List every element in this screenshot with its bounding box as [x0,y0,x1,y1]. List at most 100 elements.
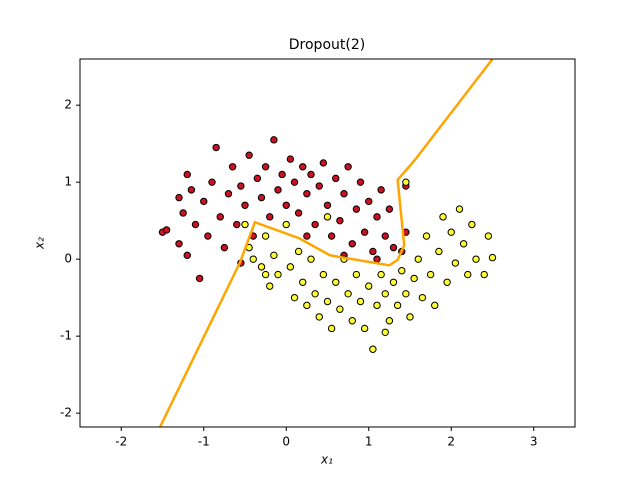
point [208,178,216,186]
point [224,190,233,198]
point [237,182,245,190]
point [253,174,262,183]
point [307,170,315,179]
point [212,143,220,152]
x-tick-label: -2 [115,435,127,449]
x-tick-label: -1 [198,435,210,449]
point [261,232,270,240]
point [410,274,418,283]
point [233,220,241,229]
point [468,220,476,229]
point [340,190,348,198]
point [303,232,311,240]
point [290,178,299,186]
point [365,197,373,206]
point [307,255,315,263]
point [459,240,468,248]
point [385,205,394,213]
point [472,255,480,263]
point [327,232,336,240]
point [162,226,171,234]
point [389,243,398,252]
point [270,251,278,260]
point [377,270,385,279]
point [266,282,274,290]
point [381,328,389,337]
point [286,155,295,163]
chart-title: Dropout(2) [289,37,365,53]
x-tick-label: 2 [447,435,455,449]
point [356,178,365,186]
point [484,232,493,240]
point [286,263,295,271]
point [406,313,414,321]
point [311,290,319,298]
point [377,186,385,194]
point [282,201,290,209]
point [389,278,398,286]
point [299,163,307,171]
point [323,213,332,221]
point [183,170,191,179]
point [360,324,369,333]
point [319,270,328,279]
point [216,213,224,221]
point [418,293,427,302]
point [290,293,299,302]
point [299,278,307,286]
point [319,159,328,167]
point [266,213,274,221]
point [373,255,381,263]
point [344,163,352,171]
point [187,186,196,194]
point [311,220,319,229]
point [381,290,389,298]
point [315,313,323,321]
point [282,220,290,229]
point [365,282,373,290]
point [488,253,497,262]
point [332,174,340,183]
point [464,270,472,279]
point [332,278,340,286]
plot-frame [79,58,576,428]
point [360,228,369,236]
point [303,190,311,198]
x-axis-label: x₁ [320,453,333,467]
point [200,197,208,206]
point [183,251,191,260]
point [352,270,361,279]
point [241,220,249,229]
x-tick-label: 1 [365,435,373,449]
point [348,240,356,248]
point [431,301,439,310]
point [369,345,377,353]
point [336,216,344,225]
point [245,151,253,159]
y-tick-label: -1 [60,329,72,343]
point [274,270,282,279]
point [228,163,237,171]
y-tick-label: -2 [60,406,72,420]
point [336,305,344,313]
point [373,213,381,221]
point [435,247,443,256]
point [323,297,332,306]
point [220,243,229,252]
point [439,213,447,221]
x-tick-label: 0 [282,435,290,449]
point [402,290,410,298]
point [315,182,323,190]
point [204,232,212,240]
point [385,317,394,325]
point [175,240,183,248]
point [257,193,266,202]
decision-boundary [158,59,494,427]
point [179,209,187,217]
point [241,201,249,209]
point [294,247,303,256]
y-axis-label: x₂ [33,237,47,250]
point [426,270,435,279]
point [455,205,464,213]
point [422,232,431,240]
